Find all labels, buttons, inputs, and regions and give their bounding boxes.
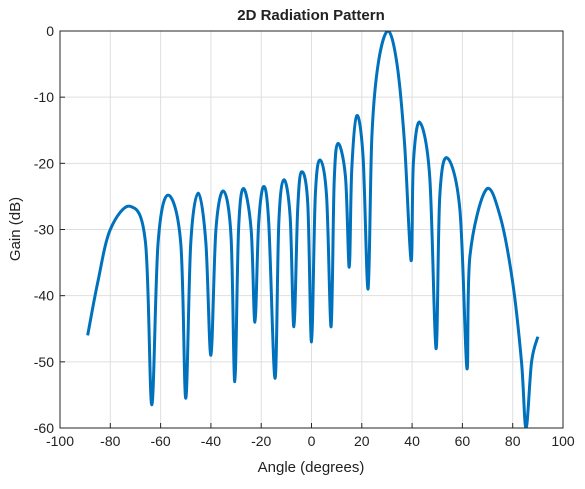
- x-tick-label: -40: [201, 433, 221, 449]
- y-tick-label: -30: [34, 222, 54, 238]
- y-tick-label: 0: [46, 23, 54, 39]
- labels: -100 -80 -60 -40 -20 0 20 40 60 80 100-60-50-40-30…: [34, 23, 575, 449]
- y-axis-label: Gain (dB): [7, 197, 24, 261]
- y-tick-label: -10: [34, 89, 54, 105]
- plot-lines: [86, 31, 540, 428]
- y-tick-label: -60: [34, 420, 54, 436]
- x-tick-label: -100: [46, 433, 74, 449]
- axes-box: [59, 30, 564, 429]
- data-line: [86, 31, 540, 428]
- x-tick-label: 40: [404, 433, 420, 449]
- y-tick-label: -50: [34, 354, 54, 370]
- x-tick-label: -80: [100, 433, 120, 449]
- y-tick-label: -40: [34, 288, 54, 304]
- x-axis-label: Angle (degrees): [258, 459, 365, 476]
- y-tick-label: -20: [34, 155, 54, 171]
- x-tick-label: -20: [251, 433, 271, 449]
- x-tick-label: 100: [551, 433, 575, 449]
- x-tick-label: 60: [455, 433, 471, 449]
- x-tick-label: 0: [308, 433, 316, 449]
- x-tick-label: 20: [354, 433, 370, 449]
- chart-title: 2D Radiation Pattern: [237, 7, 385, 24]
- x-tick-label: 80: [505, 433, 521, 449]
- x-tick-label: -60: [150, 433, 170, 449]
